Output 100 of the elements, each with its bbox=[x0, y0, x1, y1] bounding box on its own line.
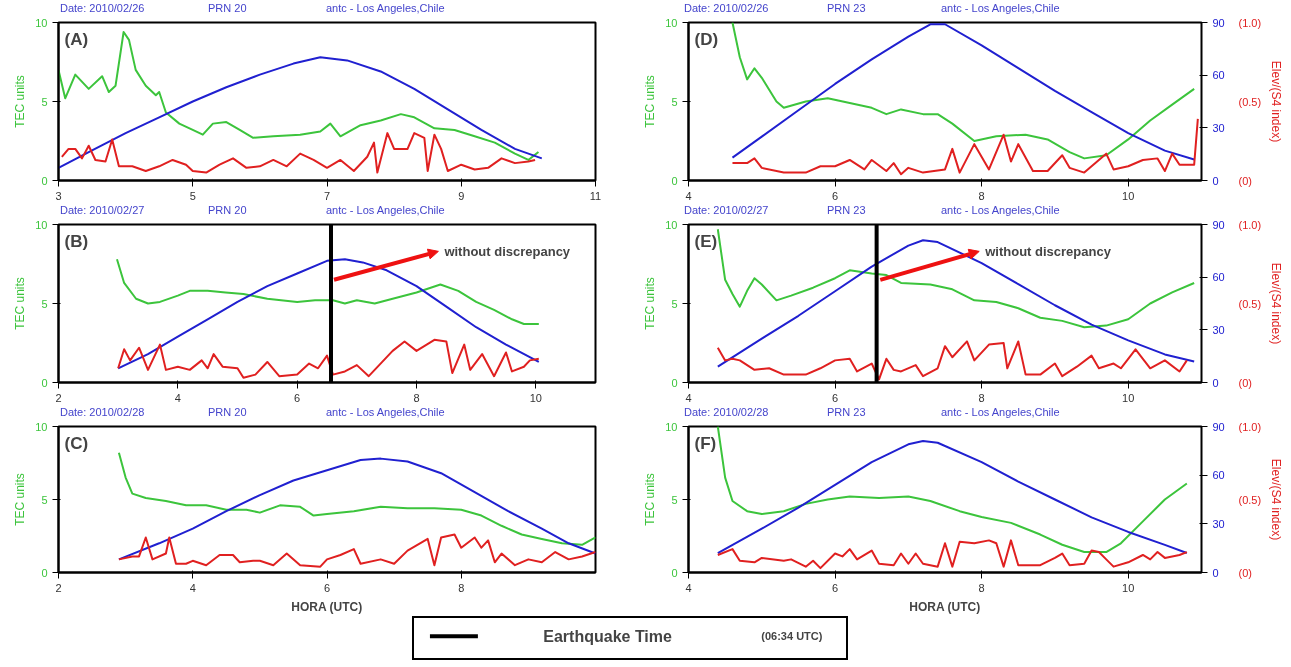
y3-tick-label: (1.0) bbox=[1238, 218, 1262, 231]
line-series bbox=[716, 239, 1196, 368]
x-tick-label: 5 bbox=[189, 189, 196, 202]
y2-tick-label: 0 bbox=[1212, 376, 1219, 389]
line-series bbox=[117, 533, 596, 568]
text: antc - Los Angeles,Chile bbox=[941, 405, 1060, 420]
y-axis-title: TEC units bbox=[643, 473, 658, 526]
annotation: without discrepancy bbox=[984, 243, 1112, 259]
y2-tick-label: 0 bbox=[1212, 566, 1219, 579]
y-tick-label: 10 bbox=[35, 420, 48, 433]
x-tick-label: 2 bbox=[55, 581, 62, 594]
line-series bbox=[58, 56, 543, 169]
y-tick-label: 10 bbox=[665, 16, 678, 29]
text: PRN 23 bbox=[827, 1, 866, 16]
y2-tick-label: 60 bbox=[1212, 271, 1225, 284]
y3-tick-label: (0.5) bbox=[1238, 95, 1262, 108]
text: Earthquake Time bbox=[543, 627, 673, 645]
line-series bbox=[117, 338, 540, 379]
annotation: (C) bbox=[64, 433, 89, 453]
y-tick-label: 0 bbox=[41, 566, 48, 579]
line-series bbox=[731, 117, 1199, 176]
line-series bbox=[716, 228, 1196, 329]
y-axis-title: TEC units bbox=[13, 75, 28, 128]
x-tick-label: 10 bbox=[529, 391, 542, 404]
y2-tick-label: 0 bbox=[1212, 174, 1219, 187]
annotation: (A) bbox=[64, 29, 89, 49]
text: antc - Los Angeles,Chile bbox=[941, 1, 1060, 16]
annotation: (D) bbox=[694, 29, 719, 49]
x-tick-label: 6 bbox=[832, 581, 839, 594]
y-tick-label: 5 bbox=[41, 95, 48, 108]
y3-tick-label: (1.0) bbox=[1238, 420, 1262, 433]
y2-tick-label: 60 bbox=[1212, 69, 1225, 82]
line-series bbox=[117, 258, 540, 370]
annotation: (E) bbox=[694, 231, 718, 251]
x-tick-label: 7 bbox=[323, 189, 331, 202]
x-tick-label: 8 bbox=[978, 391, 985, 404]
y2-tick-label: 30 bbox=[1212, 517, 1225, 530]
x-tick-label: 4 bbox=[685, 189, 692, 202]
y-axis-title: TEC units bbox=[643, 75, 658, 128]
line-series bbox=[115, 258, 540, 326]
x-tick-label: 8 bbox=[978, 189, 985, 202]
x-tick-label: 4 bbox=[685, 581, 692, 594]
y2-tick-label: 30 bbox=[1212, 323, 1225, 336]
line-series bbox=[117, 451, 596, 546]
y2-tick-label: 90 bbox=[1212, 218, 1225, 231]
line-series bbox=[716, 539, 1188, 570]
text: PRN 20 bbox=[208, 203, 247, 218]
y3-axis-title: Elev/(S4 index) bbox=[1269, 262, 1284, 345]
y-tick-label: 10 bbox=[35, 16, 48, 29]
y-tick-label: 5 bbox=[671, 493, 678, 506]
x-tick-label: 6 bbox=[832, 391, 839, 404]
x-tick-label: 10 bbox=[1122, 189, 1135, 202]
y3-tick-label: (0) bbox=[1238, 174, 1252, 187]
chart-title: Date: 2010/02/26 bbox=[60, 1, 145, 16]
y-tick-label: 0 bbox=[671, 174, 678, 187]
y2-tick-label: 30 bbox=[1212, 121, 1225, 134]
text: PRN 23 bbox=[827, 405, 866, 420]
y-axis-title: TEC units bbox=[643, 277, 658, 330]
x-tick-label: 6 bbox=[832, 189, 839, 202]
y-tick-label: 0 bbox=[671, 376, 678, 389]
text: PRN 20 bbox=[208, 405, 247, 420]
y3-axis-title: Elev/(S4 index) bbox=[1269, 60, 1284, 143]
y3-tick-label: (1.0) bbox=[1238, 16, 1262, 29]
y-axis-title: TEC units bbox=[13, 473, 28, 526]
annotation: (F) bbox=[694, 433, 717, 453]
y-tick-label: 5 bbox=[41, 297, 48, 310]
text: (06:34 UTC) bbox=[761, 630, 823, 643]
y-tick-label: 10 bbox=[665, 420, 678, 433]
y-tick-label: 5 bbox=[671, 297, 678, 310]
x-tick-label: 3 bbox=[55, 189, 62, 202]
x-tick-label: 10 bbox=[1122, 391, 1135, 404]
y2-tick-label: 90 bbox=[1212, 16, 1225, 29]
annotation: (B) bbox=[64, 231, 89, 251]
x-tick-label: 8 bbox=[413, 391, 420, 404]
y3-tick-label: (0) bbox=[1238, 566, 1252, 579]
y3-tick-label: (0.5) bbox=[1238, 493, 1262, 506]
text: antc - Los Angeles,Chile bbox=[326, 203, 445, 218]
y-tick-label: 10 bbox=[665, 218, 678, 231]
chart-title: Date: 2010/02/28 bbox=[684, 405, 769, 420]
x-tick-label: 10 bbox=[1122, 581, 1135, 594]
y-tick-label: 0 bbox=[41, 376, 48, 389]
y2-tick-label: 90 bbox=[1212, 420, 1225, 433]
y3-axis-title: Elev/(S4 index) bbox=[1269, 458, 1284, 541]
chart-title: Date: 2010/02/28 bbox=[60, 405, 145, 420]
x-axis-title: HORA (UTC) bbox=[291, 599, 363, 614]
x-tick-label: 11 bbox=[589, 189, 602, 202]
x-tick-label: 9 bbox=[458, 189, 465, 202]
chart-title: Date: 2010/02/26 bbox=[684, 1, 769, 16]
x-tick-label: 8 bbox=[458, 581, 465, 594]
y-tick-label: 5 bbox=[41, 493, 48, 506]
y-tick-label: 5 bbox=[671, 95, 678, 108]
y3-tick-label: (0) bbox=[1238, 376, 1252, 389]
y3-tick-label: (0.5) bbox=[1238, 297, 1262, 310]
x-tick-label: 2 bbox=[55, 391, 62, 404]
x-axis-title: HORA (UTC) bbox=[909, 599, 981, 614]
line-series bbox=[716, 340, 1188, 381]
x-tick-label: 4 bbox=[174, 391, 181, 404]
text: antc - Los Angeles,Chile bbox=[326, 1, 445, 16]
chart-title: Date: 2010/02/27 bbox=[60, 203, 145, 218]
text: antc - Los Angeles,Chile bbox=[326, 405, 445, 420]
